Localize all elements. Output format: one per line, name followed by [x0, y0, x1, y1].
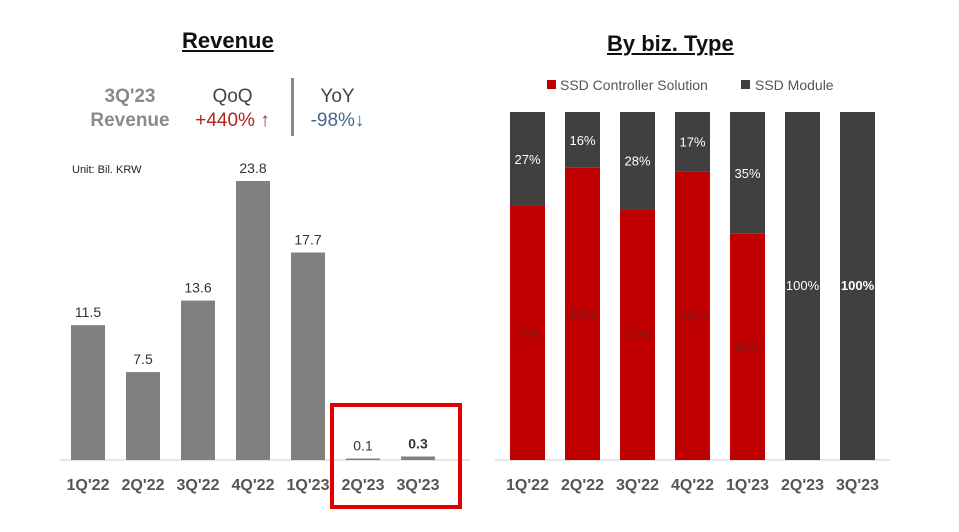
revenue-title: Revenue — [182, 28, 274, 53]
qoq-value: +440% ↑ — [195, 110, 270, 131]
module-bar-segment — [840, 112, 875, 460]
value-label: 17.7 — [294, 232, 321, 248]
summary-metric: Revenue — [90, 110, 170, 131]
qoq-block: QoQ +440% ↑ — [180, 85, 285, 133]
yoy-value: -98%↓ — [310, 110, 365, 131]
summary-period: 3Q'23 — [104, 86, 156, 107]
module-bar-segment — [620, 112, 655, 210]
segment-label: 100% — [841, 278, 875, 293]
module-bar-segment — [565, 112, 600, 168]
revenue-bar — [126, 372, 160, 460]
x-tick-label: 1Q'23 — [726, 477, 769, 494]
value-label: 11.5 — [75, 304, 101, 320]
x-tick-label: 3Q'23 — [397, 477, 440, 494]
legend-label-module: SSD Module — [755, 77, 834, 93]
unit-label: Unit: Bil. KRW — [72, 164, 142, 176]
value-label: 13.6 — [184, 280, 211, 296]
value-label: 7.5 — [133, 351, 153, 367]
x-tick-label: 2Q'23 — [342, 477, 385, 494]
qoq-label: QoQ — [212, 86, 253, 107]
x-tick-label: 2Q'22 — [122, 477, 165, 494]
segment-label: 73% — [514, 326, 540, 341]
x-tick-label: 4Q'22 — [671, 477, 714, 494]
controller-bar-segment — [620, 209, 655, 460]
revenue-bar — [181, 300, 215, 460]
highlight-box — [330, 403, 462, 509]
yoy-block: YoY -98%↓ — [300, 85, 375, 133]
segment-label: 83% — [679, 309, 705, 324]
value-label: 0.1 — [353, 438, 373, 454]
module-bar-segment — [730, 112, 765, 234]
revenue-bar — [236, 181, 270, 460]
revenue-bar — [401, 456, 435, 460]
segment-label: 72% — [624, 328, 650, 343]
x-tick-label: 1Q'23 — [287, 477, 330, 494]
segment-label: 27% — [514, 152, 540, 167]
segment-label: 35% — [734, 166, 760, 181]
segment-label: 28% — [624, 154, 650, 169]
segment-label: 16% — [569, 133, 595, 148]
biz-type-title: By biz. Type — [607, 31, 734, 56]
yoy-label: YoY — [320, 86, 355, 107]
controller-bar-segment — [510, 205, 545, 460]
revenue-bar — [291, 252, 325, 460]
x-tick-label: 3Q'22 — [177, 477, 220, 494]
module-bar-segment — [675, 112, 710, 172]
segment-label: 84% — [569, 307, 595, 322]
x-tick-label: 3Q'23 — [836, 477, 879, 494]
controller-bar-segment — [675, 171, 710, 460]
controller-bar-segment — [730, 233, 765, 460]
value-label: 23.8 — [239, 160, 266, 176]
x-tick-label: 2Q'23 — [781, 477, 824, 494]
segment-label: 65% — [734, 340, 760, 355]
value-label: 0.3 — [408, 435, 428, 451]
module-bar-segment — [510, 112, 545, 206]
segment-label: 17% — [679, 135, 705, 150]
x-tick-label: 1Q'22 — [506, 477, 549, 494]
x-tick-label: 1Q'22 — [67, 477, 110, 494]
x-tick-label: 2Q'22 — [561, 477, 604, 494]
revenue-bar — [346, 458, 380, 460]
revenue-bar — [71, 325, 105, 460]
controller-bar-segment — [565, 167, 600, 460]
x-tick-label: 4Q'22 — [232, 477, 275, 494]
segment-label: 100% — [786, 278, 820, 293]
summary-label: 3Q'23 Revenue — [80, 85, 180, 133]
legend-swatch-controller — [547, 80, 556, 89]
divider — [291, 78, 294, 136]
module-bar-segment — [785, 112, 820, 460]
legend-label-controller: SSD Controller Solution — [560, 77, 708, 93]
legend-swatch-module — [741, 80, 750, 89]
x-tick-label: 3Q'22 — [616, 477, 659, 494]
